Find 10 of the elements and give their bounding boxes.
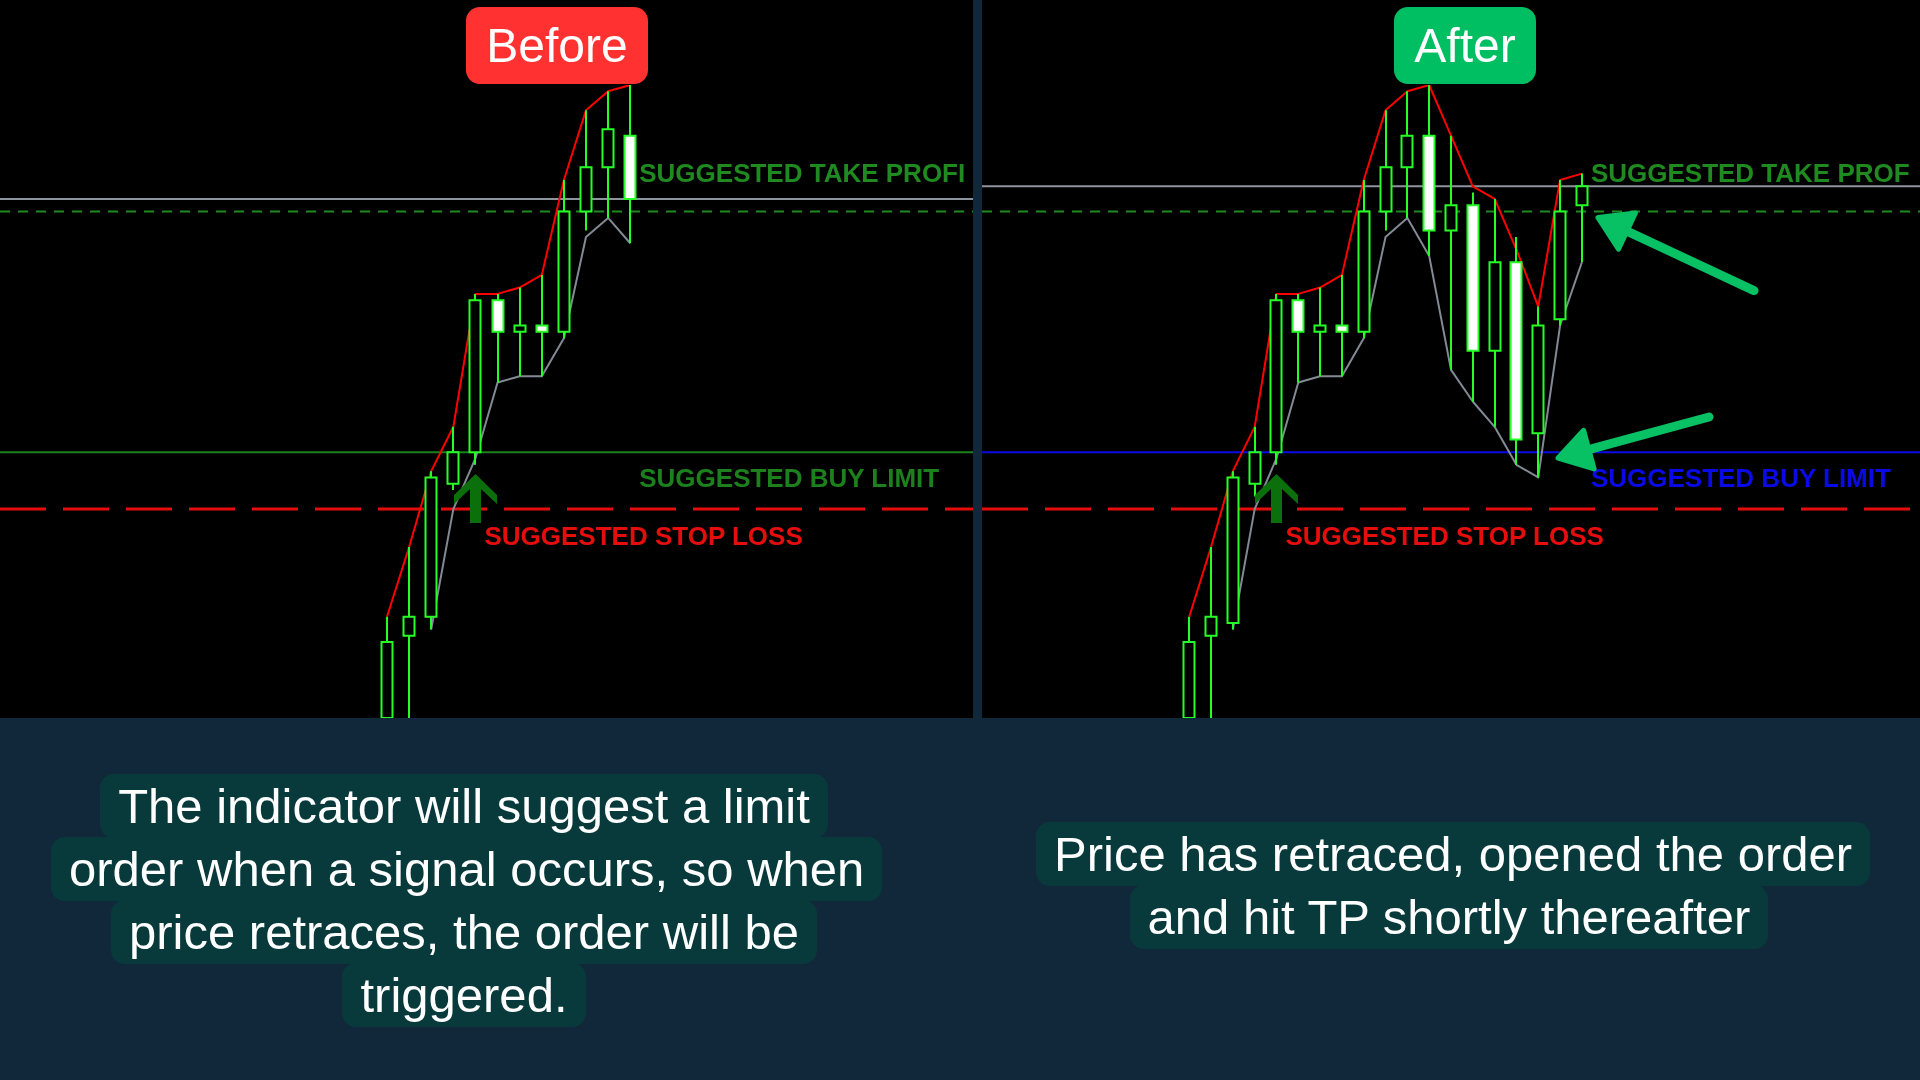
ref-line-label: SUGGESTED STOP LOSS — [484, 521, 803, 552]
ref-line-label: SUGGESTED TAKE PROFI — [639, 157, 966, 188]
ref-line-label: SUGGESTED BUY LIMIT — [639, 463, 940, 494]
chart-title: After — [1394, 7, 1536, 84]
text: Price has retraced, opened the order and hit TP shortly thereafter — [1036, 822, 1871, 949]
ref-line-label: SUGGESTED TAKE PROF — [1590, 157, 1910, 188]
ref-line-label: SUGGESTED STOP LOSS — [1285, 521, 1604, 552]
ref-line-label: SUGGESTED BUY LIMIT — [1590, 463, 1891, 494]
chart-title: Before — [466, 7, 648, 84]
text: The indicator will suggest a limit order when a signal occurs, so when price retraces, the order will be triggered. — [51, 774, 883, 1027]
